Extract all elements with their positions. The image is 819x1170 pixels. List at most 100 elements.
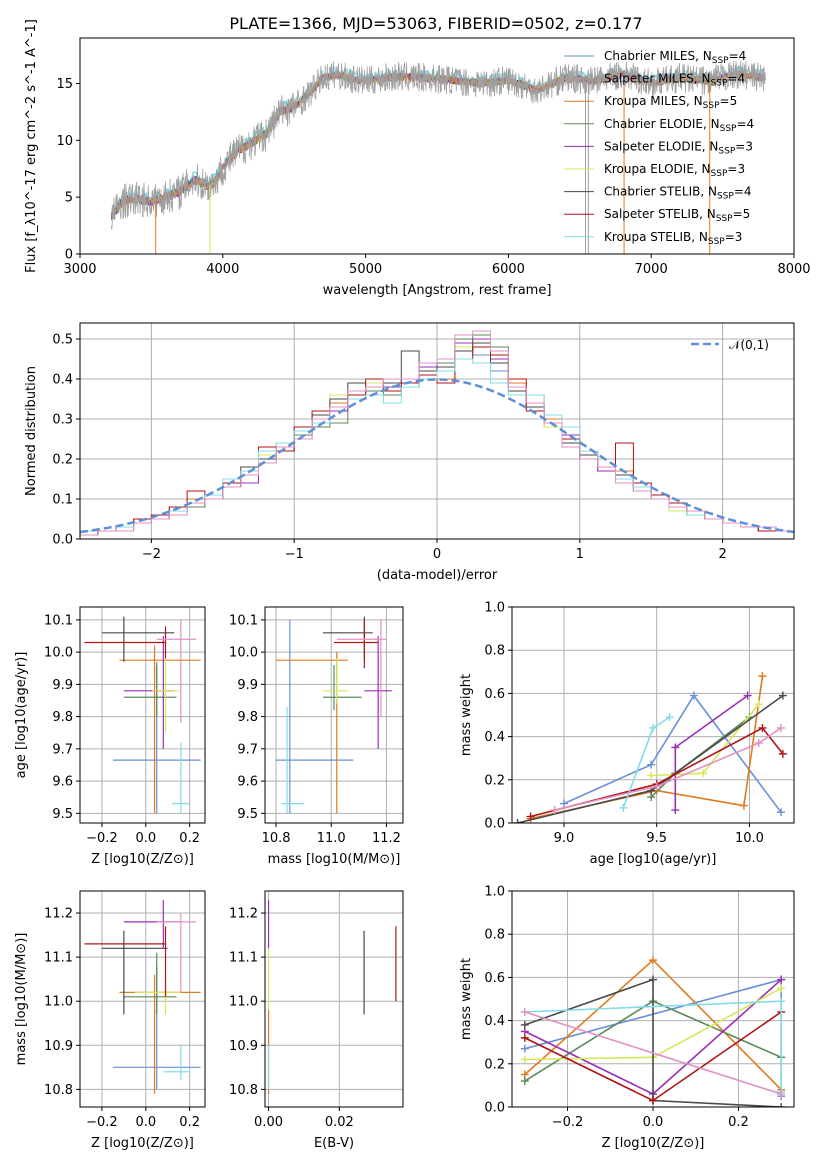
- legend-value: =3: [735, 139, 753, 153]
- normal-curve: [80, 378, 794, 534]
- point-marker: [652, 782, 661, 791]
- mass-weight-vs-metallicity-axes: −0.2 0.0 0.2 0.0 0.2 0.4 0.6 0.8 1.0 Z [log10(Z/Z…: [459, 885, 795, 1151]
- axes-frame: [79, 606, 206, 824]
- legend-value: =3: [725, 230, 743, 244]
- x-tick-label: 5000: [349, 262, 382, 277]
- y-tick-label: 1.0: [484, 601, 505, 616]
- y-tick-label: 11.2: [229, 907, 258, 922]
- spectrum-axes: 3000 4000 5000 6000 7000 8000 0 5 10 15 wavelength…: [24, 19, 811, 298]
- point-marker: [649, 975, 657, 984]
- axes-frame: [79, 37, 795, 255]
- point-marker: [619, 803, 628, 812]
- legend-entry: Kroupa STELIB, NSSP=3: [604, 230, 742, 247]
- y-tick-label: 10.0: [44, 646, 73, 661]
- y-tick-label: 0.6: [484, 971, 505, 986]
- point-marker: [777, 975, 786, 984]
- point-marker: [647, 771, 656, 780]
- point-marker: [671, 806, 680, 815]
- y-tick-label: 0.8: [484, 644, 505, 659]
- y-tick-label: 0.6: [484, 687, 505, 702]
- line-chabrier-stelib: [524, 978, 782, 1107]
- legend-subscript: SSP: [716, 214, 733, 224]
- x-tick-label: 11.0: [317, 831, 346, 846]
- point-marker: [520, 1007, 529, 1016]
- y-tick-label: 11.0: [44, 995, 73, 1010]
- x-tick-label: −1: [285, 547, 304, 562]
- point-marker: [520, 1020, 529, 1029]
- point-marker: [689, 691, 698, 700]
- legend-subscript: SSP: [712, 56, 729, 66]
- x-tick-label: 0.00: [254, 1115, 283, 1130]
- x-axis-label: Z [log10(Z/Z⊙)]: [602, 1136, 705, 1151]
- errorbar-group: [84, 616, 201, 814]
- x-tick-label: 6000: [492, 262, 525, 277]
- x-tick-label: 0.0: [135, 1115, 156, 1130]
- y-tick-label: 11.0: [229, 995, 258, 1010]
- y-tick-label: 10.8: [44, 1083, 73, 1098]
- y-tick-label: 0.0: [484, 817, 505, 832]
- y-tick-label: 9.5: [237, 807, 258, 822]
- point-marker: [743, 691, 752, 700]
- point-marker: [665, 713, 674, 722]
- legend-entry: Salpeter ELODIE, NSSP=3: [604, 139, 753, 156]
- mass-vs-extinction-axes: 0.00 0.02 10.8 10.9 11.0 11.1 11.2 E(B-V): [229, 890, 404, 1151]
- legend-subscript: SSP: [711, 79, 728, 89]
- y-tick-label: 0.4: [52, 373, 73, 388]
- legend-value: =4: [734, 185, 752, 199]
- x-axis-label: mass [log10(M/M⊙)]: [268, 852, 401, 867]
- y-axis-label: Normed distribution: [24, 366, 39, 496]
- point-marker: [520, 1044, 529, 1053]
- point-marker: [754, 700, 763, 709]
- x-tick-label: 0: [433, 547, 441, 562]
- legend-entry: Chabrier ELODIE, NSSP=4: [604, 117, 754, 134]
- point-marker: [520, 1055, 529, 1064]
- y-tick-label: 10.1: [44, 613, 73, 628]
- axes-frame: [79, 322, 795, 540]
- errorbar-group: [276, 616, 392, 814]
- point-marker: [777, 1090, 786, 1099]
- x-tick-label: 4000: [206, 262, 239, 277]
- x-tick-label: 0.2: [728, 1115, 749, 1130]
- y-tick-label: 0.4: [484, 1014, 505, 1029]
- y-tick-label: 0.2: [484, 1057, 505, 1072]
- legend-entry: Salpeter MILES, NSSP=4: [604, 72, 745, 89]
- point-marker: [739, 801, 748, 810]
- x-axis-label: age [log10(age/yr)]: [590, 852, 717, 867]
- line-chabrier-stelib: [517, 694, 784, 823]
- y-tick-label: 9.6: [52, 775, 73, 790]
- point-marker: [777, 997, 786, 1006]
- legend-value: =3: [727, 162, 745, 176]
- y-tick-label: 0: [65, 248, 73, 263]
- y-tick-label: 9.8: [52, 710, 73, 725]
- legend-entry: 𝒩(0,1): [729, 338, 769, 352]
- point-marker: [699, 769, 708, 778]
- x-tick-label: 10.0: [735, 831, 764, 846]
- legend-subscript: SSP: [708, 237, 725, 247]
- y-tick-label: 0.1: [52, 493, 73, 508]
- y-tick-label: 1.0: [484, 885, 505, 900]
- line-extra_pink: [554, 727, 782, 811]
- mass-weight-lines: [520, 956, 786, 1107]
- spectrum-line-salpeter-miles: [111, 60, 766, 230]
- legend-value: =4: [729, 49, 747, 63]
- y-tick-label: 9.9: [237, 678, 258, 693]
- x-axis-label: Z [log10(Z/Z⊙)]: [91, 1136, 194, 1151]
- y-tick-label: 0.8: [484, 928, 505, 943]
- x-tick-label: 11.2: [372, 831, 401, 846]
- point-marker: [649, 723, 657, 732]
- y-tick-label: 9.8: [237, 710, 258, 725]
- x-tick-label: −2: [142, 547, 161, 562]
- y-tick-label: 15: [56, 77, 73, 92]
- age-vs-mass-axes: 10.8 11.0 11.2 9.5 9.6 9.7 9.8 9.9 10.0 10.1 mass …: [229, 606, 404, 867]
- histogram-extra: [80, 330, 794, 539]
- point-marker: [513, 819, 522, 823]
- y-tick-label: 0.0: [484, 1101, 505, 1116]
- x-tick-label: 3000: [63, 262, 96, 277]
- y-axis-label: age [log10(age/yr)]: [14, 652, 29, 779]
- legend-subscript: SSP: [703, 101, 720, 111]
- y-tick-label: 0.5: [52, 333, 73, 348]
- legend-subscript: SSP: [718, 146, 735, 156]
- point-marker: [777, 723, 786, 732]
- point-marker: [758, 672, 767, 681]
